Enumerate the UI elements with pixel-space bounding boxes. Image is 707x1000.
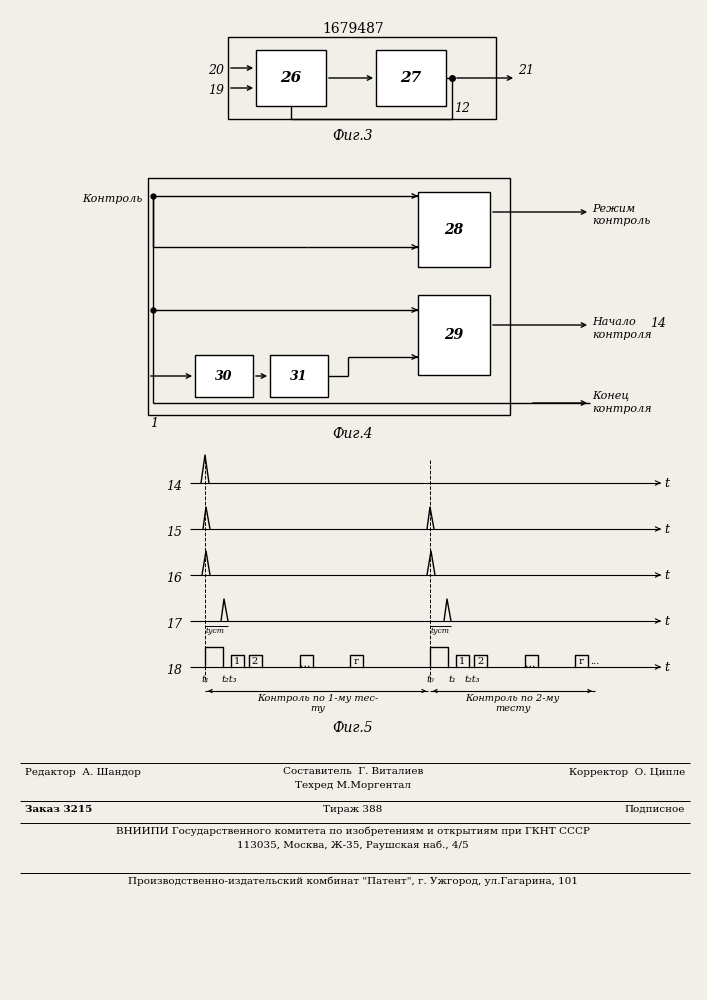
Text: t: t (664, 661, 669, 674)
Text: 1: 1 (459, 656, 465, 666)
Text: t₁: t₁ (448, 675, 456, 684)
Text: Фиг.4: Фиг.4 (333, 427, 373, 441)
Text: 1679487: 1679487 (322, 22, 384, 36)
Text: 12: 12 (454, 102, 470, 115)
Text: ...: ... (525, 659, 535, 669)
Bar (376, 50, 446, 106)
Text: ...: ... (300, 659, 310, 669)
Text: Составитель  Г. Виталиев: Составитель Г. Виталиев (283, 767, 423, 776)
Bar (418, 295, 490, 375)
Text: Редактор  А. Шандор: Редактор А. Шандор (25, 768, 141, 777)
Text: Контроль: Контроль (82, 194, 142, 204)
Text: 1: 1 (234, 656, 240, 666)
Text: 1: 1 (150, 417, 158, 430)
Text: ту: ту (310, 704, 325, 713)
Text: тесту: тесту (495, 704, 530, 713)
Text: tуст: tуст (206, 627, 225, 635)
Text: 19: 19 (208, 84, 224, 97)
Text: r: r (354, 656, 358, 666)
Text: t₂t₃: t₂t₃ (464, 675, 480, 684)
Text: Производственно-издательский комбинат "Патент", г. Ужгород, ул.Гагарина, 101: Производственно-издательский комбинат "П… (128, 877, 578, 886)
Text: Режим: Режим (592, 204, 635, 214)
Bar (228, 37, 496, 119)
Text: 113035, Москва, Ж-35, Раушская наб., 4/5: 113035, Москва, Ж-35, Раушская наб., 4/5 (237, 841, 469, 850)
Text: Заказ 3215: Заказ 3215 (25, 805, 92, 814)
Text: t: t (664, 569, 669, 582)
Text: Начало: Начало (592, 317, 636, 327)
Text: t₁: t₁ (201, 675, 209, 684)
Bar (270, 355, 328, 397)
Bar (195, 355, 253, 397)
Bar (148, 178, 510, 415)
Bar (418, 192, 490, 267)
Text: Контроль по 2-му: Контроль по 2-му (465, 694, 560, 703)
Text: 14: 14 (166, 480, 182, 492)
Text: Техред М.Моргентал: Техред М.Моргентал (295, 781, 411, 790)
Text: Корректор  О. Ципле: Корректор О. Ципле (568, 768, 685, 777)
Text: ВНИИПИ Государственного комитета по изобретениям и открытиям при ГКНТ СССР: ВНИИПИ Государственного комитета по изоб… (116, 827, 590, 836)
Bar (256, 50, 326, 106)
Text: контроля: контроля (592, 330, 652, 340)
Text: Конец: Конец (592, 391, 629, 401)
Text: 14: 14 (650, 317, 666, 330)
Text: tуст: tуст (431, 627, 450, 635)
Text: t₀: t₀ (426, 675, 434, 684)
Text: Фиг.3: Фиг.3 (333, 129, 373, 143)
Text: 21: 21 (518, 64, 534, 77)
Text: Фиг.5: Фиг.5 (333, 721, 373, 735)
Text: 16: 16 (166, 572, 182, 584)
Text: ...: ... (590, 658, 600, 666)
Text: 30: 30 (215, 369, 233, 382)
Text: t: t (664, 477, 669, 490)
Text: 17: 17 (166, 617, 182, 631)
Text: 15: 15 (166, 526, 182, 538)
Text: t: t (664, 523, 669, 536)
Text: 28: 28 (445, 223, 464, 236)
Text: 20: 20 (208, 64, 224, 77)
Text: t: t (664, 615, 669, 628)
Text: r: r (578, 656, 583, 666)
Text: Тираж 388: Тираж 388 (323, 805, 382, 814)
Text: Подписное: Подписное (624, 805, 685, 814)
Text: Контроль по 1-му тес-: Контроль по 1-му тес- (257, 694, 378, 703)
Text: 31: 31 (291, 369, 308, 382)
Text: 2: 2 (477, 656, 483, 666)
Text: 29: 29 (445, 328, 464, 342)
Text: 27: 27 (400, 71, 421, 85)
Text: 2: 2 (252, 656, 258, 666)
Text: контроля: контроля (592, 404, 652, 414)
Text: контроль: контроль (592, 216, 650, 226)
Text: 18: 18 (166, 664, 182, 676)
Text: t₂t₃: t₂t₃ (221, 675, 237, 684)
Text: 26: 26 (281, 71, 302, 85)
